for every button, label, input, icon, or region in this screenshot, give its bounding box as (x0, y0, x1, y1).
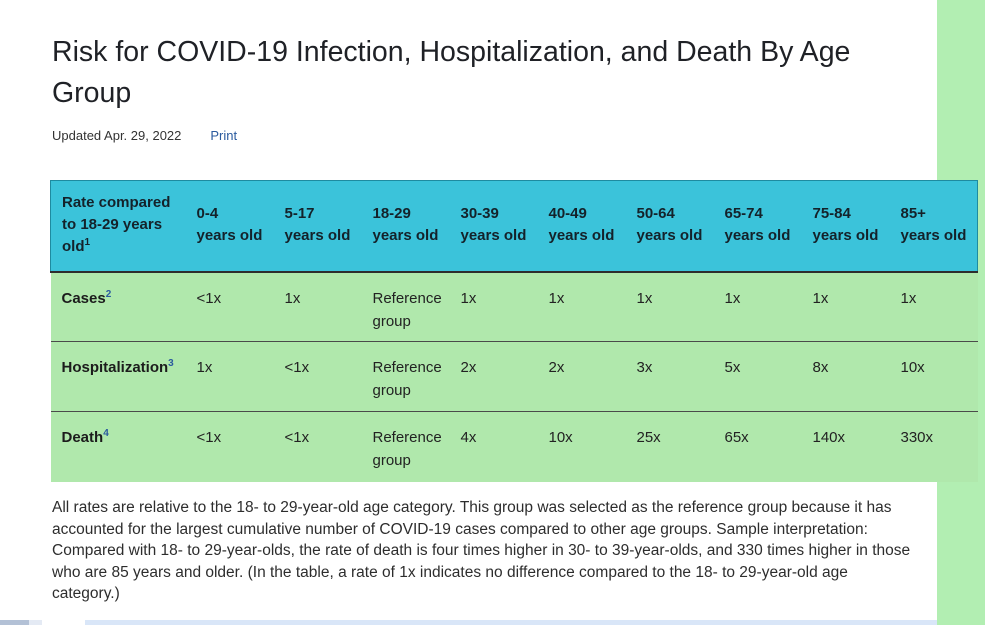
cell-death-50-64: 25x (625, 411, 714, 482)
cell-hosp-0-4: 1x (185, 341, 274, 412)
col-header-50-64: 50-64 years old (625, 180, 714, 272)
table-corner-header: Rate compared to 18-29 years old1 (50, 180, 186, 272)
table-row-death: Death4 <1x <1x Reference group 4x 10x 25… (50, 411, 978, 482)
col-header-40-49: 40-49 years old (537, 180, 626, 272)
cell-death-30-39: 4x (449, 411, 538, 482)
cell-cases-40-49: 1x (537, 271, 626, 342)
cell-death-0-4: <1x (185, 411, 274, 482)
cell-cases-75-84: 1x (801, 271, 890, 342)
cell-hosp-65-74: 5x (713, 341, 802, 412)
table-header-row: Rate compared to 18-29 years old1 0-4 ye… (50, 180, 978, 272)
bottom-edge-bar-left-light (29, 620, 42, 625)
corner-footnote-sup[interactable]: 1 (84, 236, 91, 248)
meta-row: Updated Apr. 29, 2022 Print (52, 128, 237, 143)
corner-label: Rate compared to 18-29 years old (62, 193, 171, 255)
page-title: Risk for COVID-19 Infection, Hospitaliza… (52, 36, 851, 109)
cell-hosp-75-84: 8x (801, 341, 890, 412)
table-row-cases: Cases2 <1x 1x Reference group 1x 1x 1x 1… (50, 271, 978, 342)
table-body: Cases2 <1x 1x Reference group 1x 1x 1x 1… (50, 271, 978, 482)
cell-cases-30-39: 1x (449, 271, 538, 342)
footnote-text: All rates are relative to the 18- to 29-… (52, 499, 911, 602)
risk-table-container: Rate compared to 18-29 years old1 0-4 ye… (50, 180, 978, 482)
cell-death-18-29: Reference group (361, 411, 450, 482)
cell-cases-85plus: 1x (889, 271, 978, 342)
print-link[interactable]: Print (210, 128, 238, 143)
cell-cases-18-29: Reference group (361, 271, 450, 342)
cell-hosp-5-17: <1x (273, 341, 362, 412)
cell-death-75-84: 140x (801, 411, 890, 482)
cell-cases-65-74: 1x (713, 271, 802, 342)
cell-hosp-30-39: 2x (449, 341, 538, 412)
col-header-0-4: 0-4 years old (185, 180, 274, 272)
col-header-85plus: 85+ years old (889, 180, 978, 272)
row-label-hospitalization: Hospitalization3 (50, 341, 186, 412)
cell-cases-5-17: 1x (273, 271, 362, 342)
hospitalization-footnote-sup[interactable]: 3 (168, 358, 174, 369)
cell-death-65-74: 65x (713, 411, 802, 482)
col-header-5-17: 5-17 years old (273, 180, 362, 272)
col-header-30-39: 30-39 years old (449, 180, 538, 272)
cell-death-85plus: 330x (889, 411, 978, 482)
col-header-18-29: 18-29 years old (361, 180, 450, 272)
cell-death-40-49: 10x (537, 411, 626, 482)
updated-date: Updated Apr. 29, 2022 (52, 128, 182, 143)
row-label-cases: Cases2 (50, 271, 186, 342)
table-header: Rate compared to 18-29 years old1 0-4 ye… (50, 180, 978, 272)
cell-hosp-50-64: 3x (625, 341, 714, 412)
death-footnote-sup[interactable]: 4 (103, 428, 109, 439)
cell-cases-50-64: 1x (625, 271, 714, 342)
cell-hosp-85plus: 10x (889, 341, 978, 412)
cell-hosp-18-29: Reference group (361, 341, 450, 412)
risk-table: Rate compared to 18-29 years old1 0-4 ye… (50, 180, 978, 482)
col-header-65-74: 65-74 years old (713, 180, 802, 272)
table-row-hospitalization: Hospitalization3 1x <1x Reference group … (50, 341, 978, 412)
col-header-75-84: 75-84 years old (801, 180, 890, 272)
cell-hosp-40-49: 2x (537, 341, 626, 412)
cell-death-5-17: <1x (273, 411, 362, 482)
row-label-death: Death4 (50, 411, 186, 482)
cases-footnote-sup[interactable]: 2 (105, 288, 112, 300)
bottom-edge-bar (85, 620, 937, 625)
cell-cases-0-4: <1x (185, 271, 274, 342)
bottom-edge-bar-left (0, 620, 29, 625)
